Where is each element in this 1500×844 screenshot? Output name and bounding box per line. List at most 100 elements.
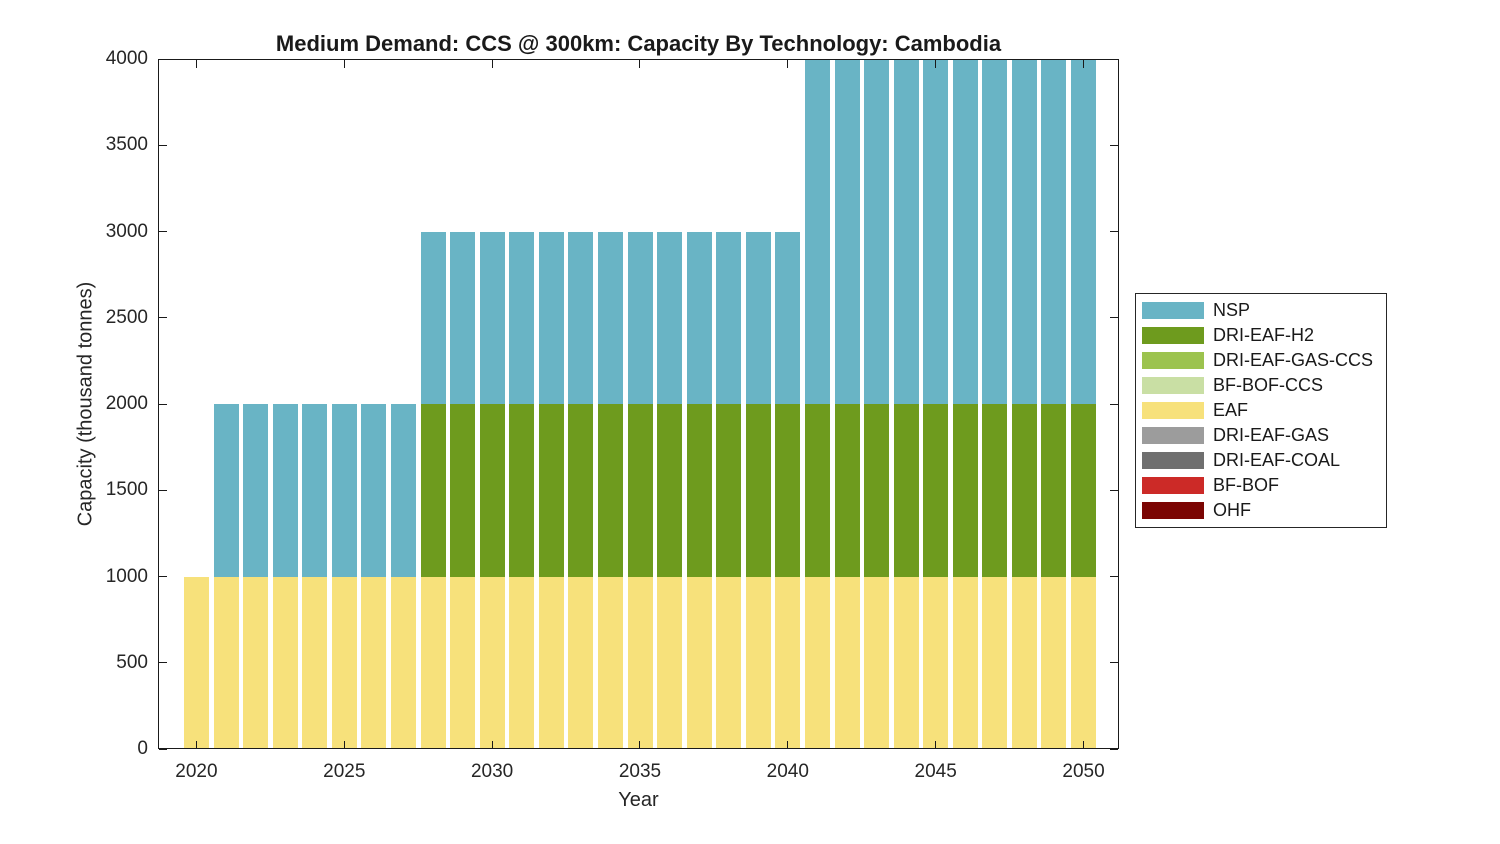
y-tick-mark bbox=[159, 144, 167, 146]
legend-item-dri-eaf-gas-ccs: DRI-EAF-GAS-CCS bbox=[1136, 348, 1386, 373]
bar-segment-nsp bbox=[745, 231, 771, 404]
bar-segment-eaf bbox=[893, 576, 919, 749]
x-tick-mark bbox=[343, 741, 345, 749]
bar-segment-dri-eaf-h2 bbox=[1071, 404, 1096, 577]
bar-segment-dri-eaf-h2 bbox=[538, 404, 564, 577]
bar-segment-nsp bbox=[923, 59, 949, 404]
legend: NSP DRI-EAF-H2 DRI-EAF-GAS-CCS BF-BOF-CCS EA… bbox=[1135, 293, 1387, 528]
legend-item-dri-eaf-h2: DRI-EAF-H2 bbox=[1136, 323, 1386, 348]
x-tick-label: 2035 bbox=[618, 761, 662, 782]
y-tick-mark bbox=[159, 576, 167, 577]
bar-segment-eaf bbox=[568, 576, 594, 749]
bar-segment-dri-eaf-h2 bbox=[716, 404, 742, 577]
bar-segment-nsp bbox=[597, 231, 623, 404]
bar-segment-nsp bbox=[804, 59, 830, 404]
x-tick-label: 2030 bbox=[470, 761, 514, 782]
bar-segment-eaf bbox=[302, 576, 328, 749]
bar-segment-eaf bbox=[864, 576, 889, 749]
bar-segment-eaf bbox=[183, 576, 209, 749]
bar-segment-dri-eaf-h2 bbox=[479, 404, 505, 577]
x-tick-mark bbox=[491, 741, 493, 749]
y-tick-mark-right bbox=[1110, 576, 1118, 577]
y-tick-label: 0 bbox=[137, 738, 148, 759]
x-tick-mark-top bbox=[935, 60, 937, 68]
y-tick-mark-right bbox=[1110, 144, 1118, 146]
x-tick-label: 2020 bbox=[175, 761, 218, 782]
legend-label: BF-BOF bbox=[1213, 475, 1279, 495]
bar-segment-nsp bbox=[834, 59, 860, 404]
y-tick-label: 2500 bbox=[105, 306, 148, 328]
legend-swatch-ohf bbox=[1142, 502, 1204, 519]
x-tick-mark bbox=[787, 741, 789, 749]
bar-segment-nsp bbox=[952, 59, 978, 404]
bar-segment-dri-eaf-h2 bbox=[627, 404, 653, 577]
bar-segment-nsp bbox=[361, 404, 387, 577]
legend-item-bf-bof: BF-BOF bbox=[1136, 473, 1386, 498]
bar-segment-dri-eaf-h2 bbox=[893, 404, 919, 577]
legend-label: OHF bbox=[1213, 500, 1251, 520]
x-tick-mark-top bbox=[787, 60, 789, 68]
bar-segment-dri-eaf-h2 bbox=[509, 404, 535, 577]
bar-segment-dri-eaf-h2 bbox=[1011, 404, 1037, 577]
bar-segment-eaf bbox=[243, 576, 269, 749]
bar-segment-nsp bbox=[1011, 59, 1037, 404]
y-tick-mark bbox=[159, 58, 167, 60]
bar-segment-nsp bbox=[775, 231, 801, 404]
bar-segment-eaf bbox=[361, 576, 387, 749]
bar-segment-eaf bbox=[597, 576, 623, 749]
bar-segment-dri-eaf-h2 bbox=[450, 404, 476, 577]
y-tick-mark bbox=[159, 748, 167, 750]
legend-swatch-eaf bbox=[1142, 402, 1204, 419]
bar-segment-nsp bbox=[213, 404, 239, 577]
bar-segment-eaf bbox=[716, 576, 742, 749]
bar-segment-dri-eaf-h2 bbox=[745, 404, 771, 577]
y-tick-label: 3000 bbox=[105, 220, 148, 242]
x-tick-mark-top bbox=[343, 60, 345, 68]
legend-label: DRI-EAF-GAS-CCS bbox=[1213, 350, 1374, 370]
x-tick-label: 2050 bbox=[1062, 761, 1105, 782]
bar-segment-eaf bbox=[1071, 576, 1096, 749]
x-tick-mark bbox=[1083, 741, 1085, 749]
bar-segment-nsp bbox=[864, 59, 889, 404]
legend-item-eaf: EAF bbox=[1136, 398, 1386, 423]
bar-segment-dri-eaf-h2 bbox=[834, 404, 860, 577]
bar-segment-nsp bbox=[509, 231, 535, 404]
bar-segment-nsp bbox=[538, 231, 564, 404]
bar-segment-nsp bbox=[568, 231, 594, 404]
legend-swatch-dri-eaf-gas-ccs bbox=[1142, 352, 1204, 369]
bar-segment-nsp bbox=[272, 404, 298, 577]
y-tick-mark bbox=[159, 317, 167, 319]
x-tick-mark bbox=[639, 741, 641, 749]
legend-label: DRI-EAF-H2 bbox=[1213, 325, 1315, 345]
bar-segment-nsp bbox=[390, 404, 416, 577]
bar-segment-nsp bbox=[982, 59, 1008, 404]
y-tick-mark bbox=[159, 662, 167, 664]
bar-segment-dri-eaf-h2 bbox=[864, 404, 889, 577]
bar-segment-eaf bbox=[834, 576, 860, 749]
bar-segment-eaf bbox=[479, 576, 505, 749]
bar-segment-eaf bbox=[450, 576, 476, 749]
y-tick-mark-right bbox=[1110, 662, 1118, 664]
x-tick-mark-top bbox=[195, 60, 197, 68]
x-axis-label: Year bbox=[618, 789, 659, 811]
bar-segment-dri-eaf-h2 bbox=[982, 404, 1008, 577]
x-tick-mark-top bbox=[639, 60, 641, 68]
y-tick-mark-right bbox=[1110, 317, 1118, 319]
bar-segment-eaf bbox=[657, 576, 682, 749]
y-tick-mark-right bbox=[1110, 748, 1118, 750]
legend-item-nsp: NSP bbox=[1136, 298, 1386, 323]
y-tick-mark-right bbox=[1110, 231, 1118, 232]
bar-segment-nsp bbox=[331, 404, 357, 577]
bar-segment-dri-eaf-h2 bbox=[923, 404, 949, 577]
bar-segment-dri-eaf-h2 bbox=[1041, 404, 1067, 577]
x-tick-label: 2045 bbox=[914, 761, 957, 782]
y-tick-mark bbox=[159, 403, 167, 405]
bar-segment-dri-eaf-h2 bbox=[686, 404, 712, 577]
y-tick-mark-right bbox=[1110, 58, 1118, 60]
y-tick-mark bbox=[159, 489, 167, 491]
bar-segment-eaf bbox=[686, 576, 712, 749]
bar-segment-eaf bbox=[745, 576, 771, 749]
bar-segment-eaf bbox=[509, 576, 535, 749]
bar-segment-eaf bbox=[331, 576, 357, 749]
